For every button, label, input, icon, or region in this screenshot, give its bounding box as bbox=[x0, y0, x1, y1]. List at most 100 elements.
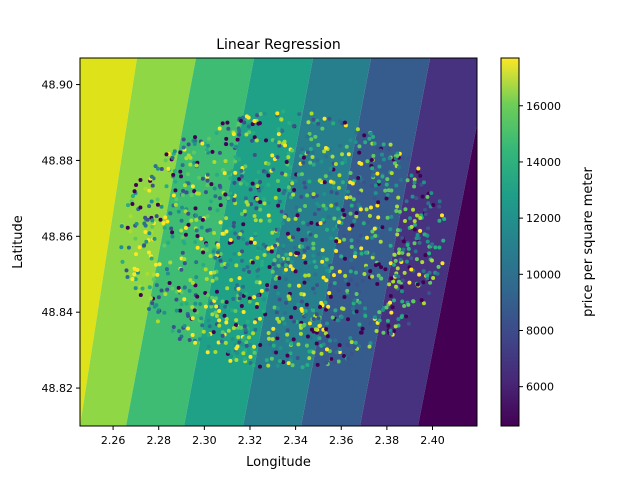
scatter-point bbox=[428, 280, 433, 285]
scatter-point bbox=[338, 143, 343, 148]
colorbar-ticks: 6000 8000 10000 12000 14000 16000 bbox=[519, 100, 561, 394]
scatter-point bbox=[276, 291, 281, 296]
scatter-point bbox=[303, 308, 308, 313]
scatter-point bbox=[242, 336, 247, 341]
scatter-point bbox=[183, 209, 188, 214]
scatter-point bbox=[313, 272, 318, 277]
scatter-point bbox=[354, 291, 359, 296]
scatter-point bbox=[229, 142, 234, 147]
y-axis-ticks: 48.82 48.84 48.86 48.88 48.90 bbox=[42, 79, 80, 395]
scatter-point bbox=[184, 301, 189, 306]
scatter-point bbox=[271, 167, 276, 172]
scatter-point bbox=[277, 276, 282, 281]
scatter-point bbox=[214, 131, 219, 136]
scatter-point bbox=[343, 278, 348, 283]
scatter-point bbox=[239, 168, 244, 173]
scatter-point bbox=[286, 151, 291, 156]
scatter-point bbox=[393, 324, 398, 329]
plot-frame bbox=[79, 57, 478, 427]
scatter-point bbox=[361, 236, 366, 241]
scatter-point bbox=[133, 252, 138, 257]
scatter-point bbox=[308, 160, 313, 165]
scatter-point bbox=[318, 304, 323, 309]
scatter-point bbox=[156, 310, 161, 315]
scatter-point bbox=[271, 262, 276, 267]
scatter-point bbox=[332, 281, 337, 286]
scatter-point bbox=[274, 350, 279, 355]
scatter-point bbox=[119, 224, 124, 229]
scatter-point bbox=[275, 111, 280, 116]
scatter-point bbox=[286, 294, 291, 299]
scatter-point bbox=[200, 176, 205, 181]
scatter-point bbox=[215, 172, 220, 177]
scatter-point bbox=[326, 214, 331, 219]
scatter-point bbox=[216, 242, 221, 247]
scatter-point bbox=[395, 266, 400, 271]
scatter-point bbox=[365, 220, 370, 225]
scatter-point bbox=[267, 218, 272, 223]
scatter-point bbox=[159, 288, 164, 293]
scatter-point bbox=[311, 241, 316, 246]
scatter-point bbox=[302, 280, 307, 285]
scatter-point bbox=[419, 182, 424, 187]
scatter-point bbox=[310, 150, 315, 155]
scatter-point bbox=[363, 306, 368, 311]
scatter-point bbox=[154, 214, 159, 219]
scatter-point bbox=[370, 229, 375, 234]
scatter-point bbox=[283, 172, 288, 177]
scatter-point bbox=[389, 171, 394, 176]
scatter-point bbox=[205, 143, 210, 148]
scatter-point bbox=[376, 262, 381, 267]
scatter-point bbox=[164, 152, 169, 157]
scatter-point bbox=[402, 218, 407, 223]
scatter-point bbox=[278, 346, 283, 351]
scatter-point bbox=[308, 146, 313, 151]
x-tick-label: 2.32 bbox=[238, 434, 263, 447]
scatter-point bbox=[199, 225, 204, 230]
scatter-point bbox=[338, 119, 343, 124]
scatter-point bbox=[364, 235, 369, 240]
scatter-point bbox=[188, 155, 193, 160]
scatter-point bbox=[276, 263, 281, 268]
scatter-point bbox=[256, 293, 261, 298]
scatter-point bbox=[404, 259, 409, 264]
scatter-point bbox=[255, 184, 260, 189]
scatter-point bbox=[247, 130, 252, 135]
scatter-point bbox=[371, 153, 376, 158]
scatter-point bbox=[265, 283, 270, 288]
scatter-point bbox=[354, 270, 359, 275]
scatter-point bbox=[342, 256, 347, 261]
scatter-point bbox=[323, 331, 328, 336]
scatter-point bbox=[400, 250, 405, 255]
scatter-point bbox=[320, 126, 325, 131]
scatter-point bbox=[343, 159, 348, 164]
scatter-point bbox=[263, 312, 268, 317]
scatter-point bbox=[231, 132, 236, 137]
scatter-point bbox=[285, 328, 290, 333]
scatter-point bbox=[267, 265, 272, 270]
scatter-point bbox=[290, 148, 295, 153]
scatter-point bbox=[275, 179, 280, 184]
scatter-point bbox=[301, 220, 306, 225]
scatter-point bbox=[235, 350, 240, 355]
scatter-point bbox=[242, 324, 247, 329]
scatter-point bbox=[243, 328, 248, 333]
scatter-point bbox=[210, 278, 215, 283]
scatter-point bbox=[241, 267, 246, 272]
scatter-point bbox=[256, 169, 261, 174]
scatter-point bbox=[270, 337, 275, 342]
scatter-point bbox=[357, 322, 362, 327]
scatter-point bbox=[388, 331, 393, 336]
scatter-point bbox=[379, 265, 384, 270]
scatter-point bbox=[223, 340, 228, 345]
scatter-point bbox=[177, 336, 182, 341]
scatter-point bbox=[174, 297, 179, 302]
scatter-point bbox=[302, 276, 307, 281]
scatter-point bbox=[375, 203, 380, 208]
scatter-point bbox=[331, 227, 336, 232]
scatter-point bbox=[251, 363, 256, 368]
scatter-point bbox=[311, 246, 316, 251]
scatter-point bbox=[376, 200, 381, 205]
scatter-point bbox=[186, 211, 191, 216]
scatter-point bbox=[193, 138, 198, 143]
